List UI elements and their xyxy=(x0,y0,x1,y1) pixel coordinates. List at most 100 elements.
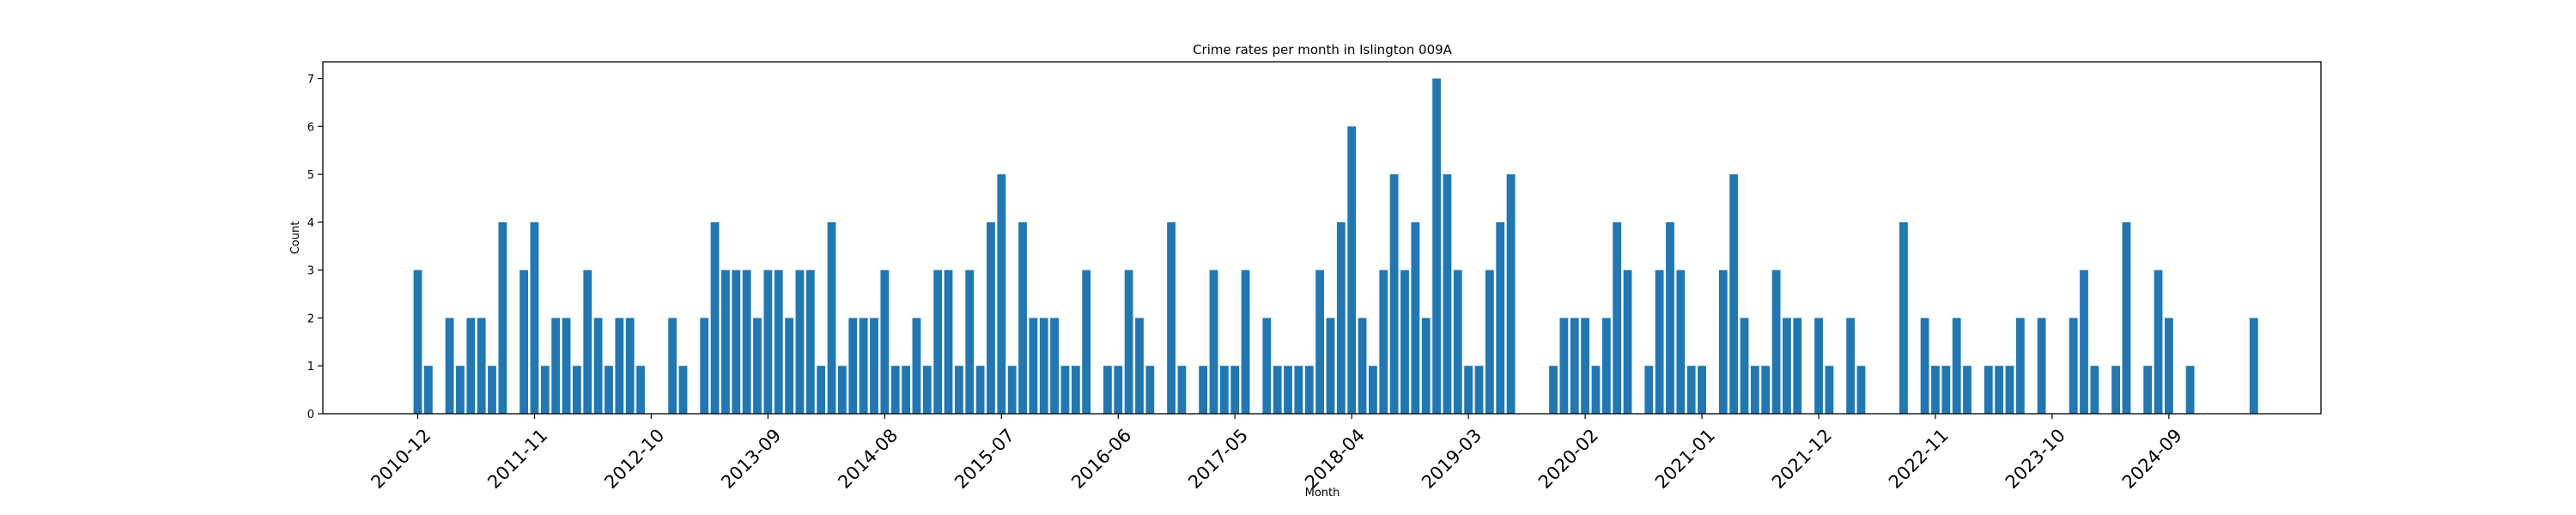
bar xyxy=(1464,366,1473,414)
bar xyxy=(1262,318,1272,414)
bar xyxy=(1443,174,1452,414)
bar xyxy=(1284,366,1292,414)
bar xyxy=(2005,366,2014,414)
bar xyxy=(1899,221,1908,414)
bar xyxy=(1230,366,1240,414)
bar xyxy=(605,366,613,414)
x-tick-label: 2014-08 xyxy=(834,425,902,493)
bar xyxy=(944,270,953,414)
bars-group xyxy=(413,78,2258,415)
bar xyxy=(1570,318,1579,414)
chart-title: Crime rates per month in Islington 009A xyxy=(1193,42,1453,58)
bar xyxy=(530,221,539,414)
bar xyxy=(625,318,635,414)
bar xyxy=(1931,366,1940,414)
bar xyxy=(2143,366,2153,414)
bar xyxy=(678,366,688,414)
bar xyxy=(987,221,995,414)
bar xyxy=(1050,318,1059,414)
bar xyxy=(902,366,910,414)
bar xyxy=(1039,318,1048,414)
bar xyxy=(1485,270,1494,414)
bar xyxy=(1145,366,1155,414)
bar xyxy=(817,366,826,414)
bar xyxy=(1135,318,1144,414)
bar xyxy=(1952,318,1961,414)
bar xyxy=(1814,318,1823,414)
bar xyxy=(551,318,561,414)
bar xyxy=(1740,318,1749,414)
x-axis: 2010-12 2011-11 2012-10 2013-09 2014-08 2015-… xyxy=(367,414,2186,493)
bar xyxy=(466,318,476,414)
bar xyxy=(1199,366,1208,414)
bar xyxy=(2111,366,2120,414)
bar xyxy=(912,318,921,414)
bar xyxy=(2165,318,2173,414)
bar xyxy=(413,270,422,414)
y-tick-label: 4 xyxy=(307,217,314,230)
x-axis-label: Month xyxy=(1305,487,1340,500)
bar xyxy=(965,270,975,414)
bar xyxy=(1729,174,1739,414)
bar xyxy=(1581,318,1589,414)
bar xyxy=(753,318,762,414)
bar xyxy=(1167,221,1176,414)
bar xyxy=(1644,366,1654,414)
bar xyxy=(1963,366,1971,414)
x-tick-label: 2020-02 xyxy=(1534,425,1602,493)
bar xyxy=(519,270,528,414)
bar xyxy=(1496,221,1505,414)
bar xyxy=(870,318,878,414)
bar xyxy=(827,221,836,414)
bar xyxy=(732,270,741,414)
bar xyxy=(1219,366,1229,414)
bar xyxy=(2037,318,2046,414)
x-tick-label: 2019-03 xyxy=(1418,425,1485,493)
bar xyxy=(763,270,773,414)
x-tick-label: 2018-04 xyxy=(1301,425,1369,493)
bar xyxy=(1750,366,1759,414)
x-tick-label: 2013-09 xyxy=(717,425,785,493)
bar xyxy=(1686,366,1696,414)
bar xyxy=(1613,221,1622,414)
x-tick-label: 2017-05 xyxy=(1184,425,1252,493)
y-axis-label: Count xyxy=(289,221,302,255)
bar xyxy=(1846,318,1855,414)
bar xyxy=(2154,270,2163,414)
bar xyxy=(848,318,858,414)
bar xyxy=(1347,126,1357,414)
bar xyxy=(1029,318,1038,414)
bar xyxy=(1124,270,1133,414)
bar xyxy=(1369,366,1377,414)
bar xyxy=(997,174,1006,414)
bar xyxy=(540,366,550,414)
bar xyxy=(1432,78,1441,415)
bar xyxy=(615,318,624,414)
bar xyxy=(1379,270,1388,414)
bar xyxy=(721,270,730,414)
bar xyxy=(456,366,465,414)
bar xyxy=(1336,221,1346,414)
bar xyxy=(1103,366,1112,414)
bar xyxy=(2185,366,2195,414)
y-tick-label: 6 xyxy=(307,121,314,134)
bar xyxy=(710,221,720,414)
bar xyxy=(1856,366,1866,414)
x-tick-label: 2022-11 xyxy=(1885,425,1953,493)
x-tick-label: 2021-12 xyxy=(1768,425,1836,493)
x-tick-label: 2023-10 xyxy=(2002,425,2069,493)
bar xyxy=(1941,366,1951,414)
bar xyxy=(1411,221,1420,414)
bar xyxy=(477,318,486,414)
y-tick-label: 1 xyxy=(307,360,314,373)
bar xyxy=(562,318,571,414)
bar xyxy=(954,366,963,414)
bar xyxy=(774,270,783,414)
bar xyxy=(1114,366,1123,414)
bar xyxy=(1273,366,1282,414)
bar xyxy=(1718,270,1728,414)
bar xyxy=(1421,318,1431,414)
bar xyxy=(1920,318,1929,414)
bar xyxy=(2090,366,2099,414)
bar xyxy=(1559,318,1569,414)
